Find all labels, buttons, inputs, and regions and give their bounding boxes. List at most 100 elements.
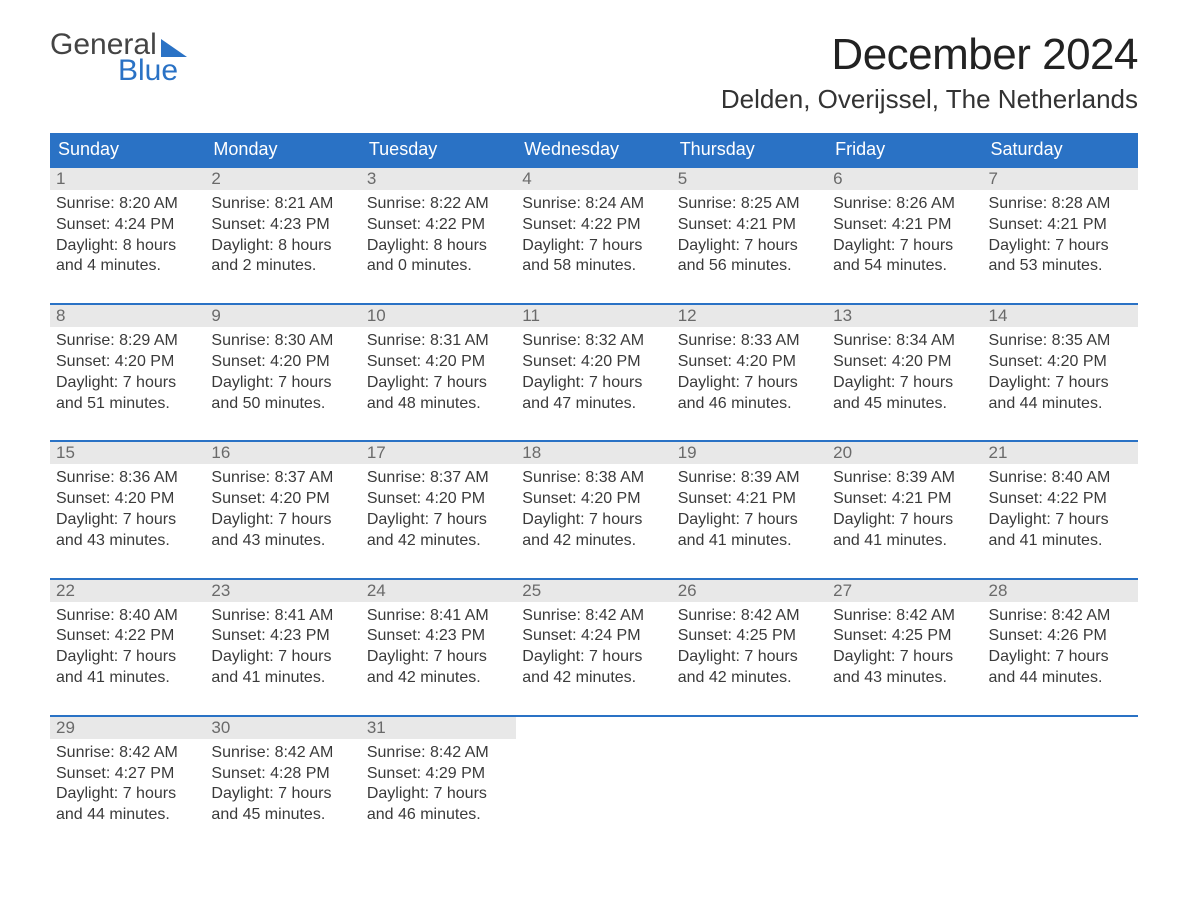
day-number: 6 (827, 168, 982, 190)
day-sunset: Sunset: 4:20 PM (367, 352, 510, 373)
day-sunrise: Sunrise: 8:40 AM (56, 606, 199, 627)
day-number: 30 (205, 717, 360, 739)
day-d1: Daylight: 7 hours (56, 647, 199, 668)
day-sunrise: Sunrise: 8:29 AM (56, 331, 199, 352)
day-d1: Daylight: 7 hours (678, 373, 821, 394)
day-d1: Daylight: 7 hours (367, 784, 510, 805)
day-sunset: Sunset: 4:20 PM (522, 352, 665, 373)
day-d2: and 54 minutes. (833, 256, 976, 277)
day-d1: Daylight: 7 hours (989, 510, 1132, 531)
day-cell: 10Sunrise: 8:31 AMSunset: 4:20 PMDayligh… (361, 305, 516, 422)
day-sunrise: Sunrise: 8:40 AM (989, 468, 1132, 489)
day-d1: Daylight: 7 hours (833, 236, 976, 257)
day-number: 27 (827, 580, 982, 602)
day-cell: 14Sunrise: 8:35 AMSunset: 4:20 PMDayligh… (983, 305, 1138, 422)
day-sunset: Sunset: 4:28 PM (211, 764, 354, 785)
day-body: Sunrise: 8:36 AMSunset: 4:20 PMDaylight:… (50, 464, 205, 559)
day-sunset: Sunset: 4:20 PM (211, 489, 354, 510)
day-sunset: Sunset: 4:29 PM (367, 764, 510, 785)
day-d2: and 44 minutes. (56, 805, 199, 826)
day-sunset: Sunset: 4:20 PM (989, 352, 1132, 373)
day-body: Sunrise: 8:22 AMSunset: 4:22 PMDaylight:… (361, 190, 516, 285)
day-number: 31 (361, 717, 516, 739)
day-sunrise: Sunrise: 8:31 AM (367, 331, 510, 352)
week-row: 29Sunrise: 8:42 AMSunset: 4:27 PMDayligh… (50, 715, 1138, 834)
day-d1: Daylight: 7 hours (367, 373, 510, 394)
day-sunset: Sunset: 4:24 PM (522, 626, 665, 647)
day-body: Sunrise: 8:42 AMSunset: 4:28 PMDaylight:… (205, 739, 360, 834)
header: General Blue December 2024 Delden, Overi… (50, 30, 1138, 115)
day-sunset: Sunset: 4:21 PM (989, 215, 1132, 236)
day-sunset: Sunset: 4:22 PM (56, 626, 199, 647)
day-sunrise: Sunrise: 8:42 AM (833, 606, 976, 627)
day-cell: 13Sunrise: 8:34 AMSunset: 4:20 PMDayligh… (827, 305, 982, 422)
dow-cell: Monday (205, 133, 360, 166)
day-cell: 20Sunrise: 8:39 AMSunset: 4:21 PMDayligh… (827, 442, 982, 559)
day-cell: 17Sunrise: 8:37 AMSunset: 4:20 PMDayligh… (361, 442, 516, 559)
day-sunrise: Sunrise: 8:34 AM (833, 331, 976, 352)
day-sunrise: Sunrise: 8:42 AM (367, 743, 510, 764)
day-sunset: Sunset: 4:20 PM (367, 489, 510, 510)
day-d1: Daylight: 8 hours (211, 236, 354, 257)
day-cell (516, 717, 671, 834)
day-d2: and 42 minutes. (522, 668, 665, 689)
day-sunrise: Sunrise: 8:25 AM (678, 194, 821, 215)
day-number: 24 (361, 580, 516, 602)
day-cell (672, 717, 827, 834)
day-body: Sunrise: 8:42 AMSunset: 4:25 PMDaylight:… (672, 602, 827, 697)
day-sunrise: Sunrise: 8:37 AM (211, 468, 354, 489)
day-body: Sunrise: 8:39 AMSunset: 4:21 PMDaylight:… (827, 464, 982, 559)
day-d2: and 2 minutes. (211, 256, 354, 277)
day-body: Sunrise: 8:33 AMSunset: 4:20 PMDaylight:… (672, 327, 827, 422)
day-d1: Daylight: 7 hours (522, 236, 665, 257)
day-d2: and 42 minutes. (522, 531, 665, 552)
day-number: 21 (983, 442, 1138, 464)
day-sunset: Sunset: 4:20 PM (522, 489, 665, 510)
day-number: 26 (672, 580, 827, 602)
day-cell: 16Sunrise: 8:37 AMSunset: 4:20 PMDayligh… (205, 442, 360, 559)
day-d2: and 58 minutes. (522, 256, 665, 277)
day-sunrise: Sunrise: 8:42 AM (678, 606, 821, 627)
week-row: 15Sunrise: 8:36 AMSunset: 4:20 PMDayligh… (50, 440, 1138, 559)
calendar: SundayMondayTuesdayWednesdayThursdayFrid… (50, 133, 1138, 834)
weeks-container: 1Sunrise: 8:20 AMSunset: 4:24 PMDaylight… (50, 166, 1138, 834)
day-number: 5 (672, 168, 827, 190)
day-body: Sunrise: 8:32 AMSunset: 4:20 PMDaylight:… (516, 327, 671, 422)
day-sunset: Sunset: 4:23 PM (367, 626, 510, 647)
day-d1: Daylight: 7 hours (56, 373, 199, 394)
day-sunrise: Sunrise: 8:32 AM (522, 331, 665, 352)
week-row: 22Sunrise: 8:40 AMSunset: 4:22 PMDayligh… (50, 578, 1138, 697)
location-subtitle: Delden, Overijssel, The Netherlands (721, 84, 1138, 115)
day-body: Sunrise: 8:34 AMSunset: 4:20 PMDaylight:… (827, 327, 982, 422)
day-number: 20 (827, 442, 982, 464)
day-sunrise: Sunrise: 8:36 AM (56, 468, 199, 489)
day-d1: Daylight: 7 hours (833, 510, 976, 531)
day-sunset: Sunset: 4:21 PM (833, 215, 976, 236)
day-body: Sunrise: 8:29 AMSunset: 4:20 PMDaylight:… (50, 327, 205, 422)
day-number: 15 (50, 442, 205, 464)
day-body: Sunrise: 8:26 AMSunset: 4:21 PMDaylight:… (827, 190, 982, 285)
day-d2: and 43 minutes. (56, 531, 199, 552)
day-sunrise: Sunrise: 8:42 AM (522, 606, 665, 627)
day-cell: 9Sunrise: 8:30 AMSunset: 4:20 PMDaylight… (205, 305, 360, 422)
day-body: Sunrise: 8:40 AMSunset: 4:22 PMDaylight:… (983, 464, 1138, 559)
dow-cell: Wednesday (516, 133, 671, 166)
day-d1: Daylight: 7 hours (678, 647, 821, 668)
day-number: 13 (827, 305, 982, 327)
day-sunset: Sunset: 4:21 PM (678, 489, 821, 510)
title-block: December 2024 Delden, Overijssel, The Ne… (721, 30, 1138, 115)
day-sunset: Sunset: 4:23 PM (211, 626, 354, 647)
day-d2: and 56 minutes. (678, 256, 821, 277)
day-sunrise: Sunrise: 8:39 AM (833, 468, 976, 489)
day-sunrise: Sunrise: 8:20 AM (56, 194, 199, 215)
day-d2: and 45 minutes. (833, 394, 976, 415)
day-body: Sunrise: 8:39 AMSunset: 4:21 PMDaylight:… (672, 464, 827, 559)
day-cell (983, 717, 1138, 834)
day-sunset: Sunset: 4:20 PM (211, 352, 354, 373)
day-d2: and 51 minutes. (56, 394, 199, 415)
month-title: December 2024 (721, 30, 1138, 80)
day-d1: Daylight: 8 hours (56, 236, 199, 257)
day-cell: 3Sunrise: 8:22 AMSunset: 4:22 PMDaylight… (361, 168, 516, 285)
day-cell: 23Sunrise: 8:41 AMSunset: 4:23 PMDayligh… (205, 580, 360, 697)
day-sunrise: Sunrise: 8:21 AM (211, 194, 354, 215)
